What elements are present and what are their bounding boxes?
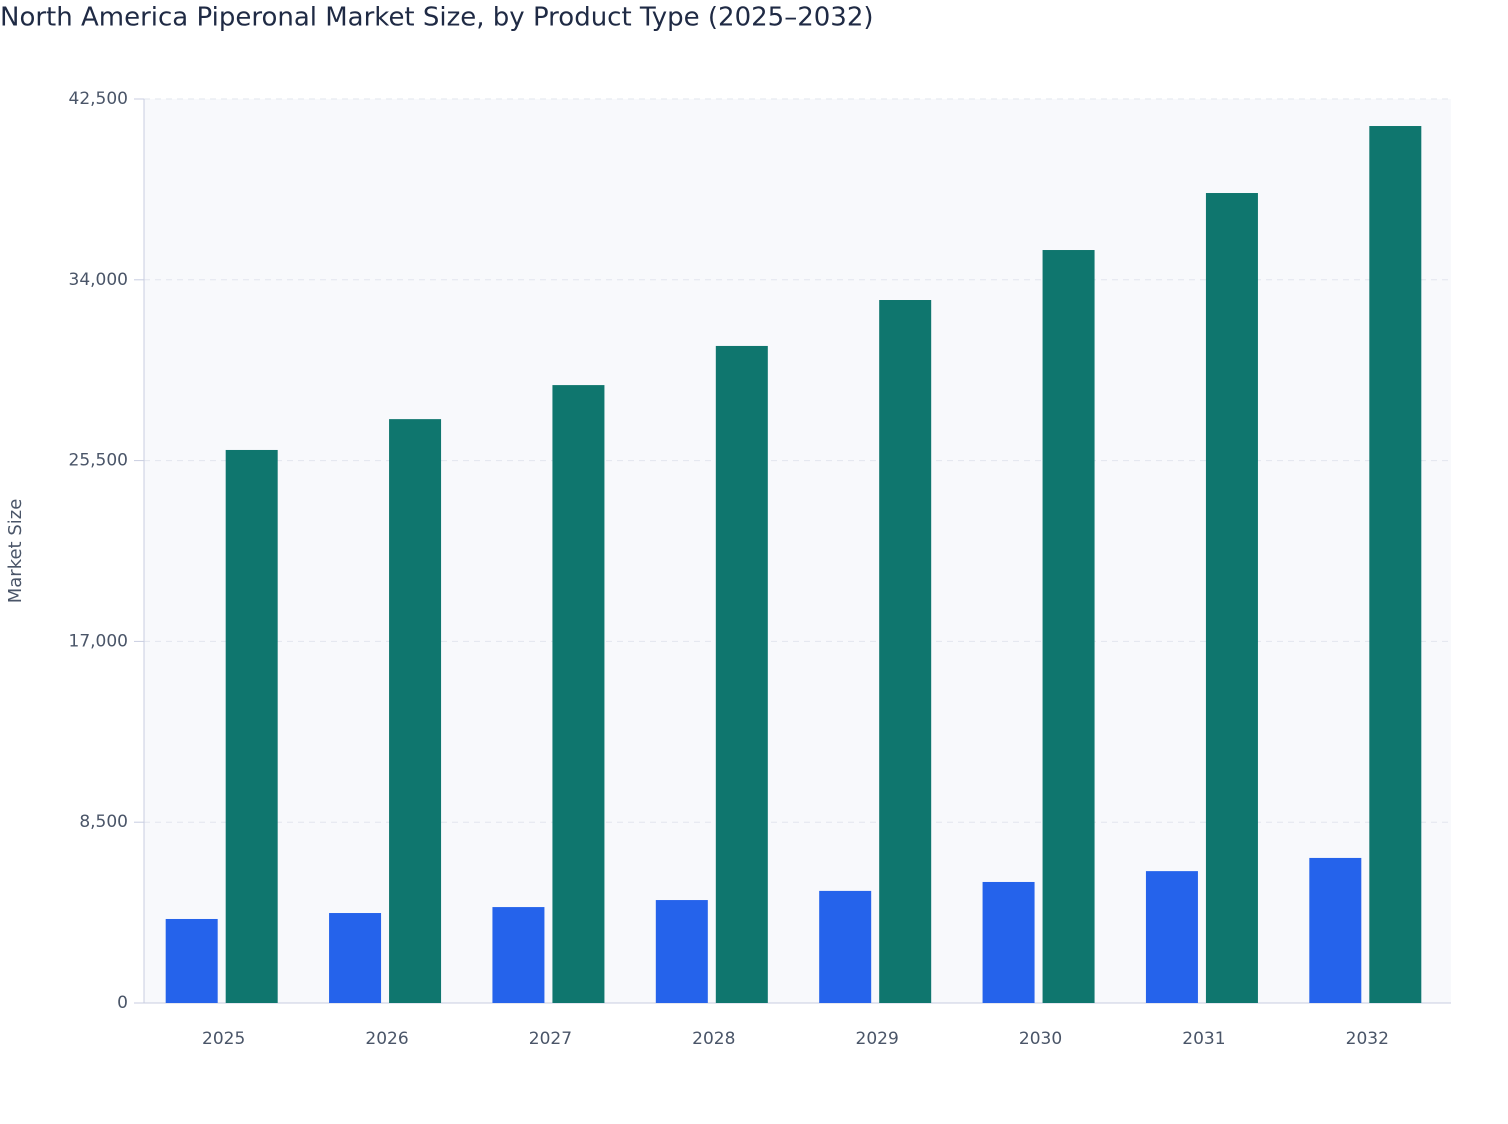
x-tick-label: 2026	[365, 1029, 408, 1049]
bar	[715, 345, 768, 1003]
x-tick-label: 2030	[1019, 1029, 1062, 1049]
bar	[389, 419, 442, 1004]
bar	[879, 300, 932, 1003]
bar	[982, 881, 1035, 1003]
y-tick-label: 0	[117, 993, 128, 1013]
bar	[492, 907, 545, 1003]
bar	[655, 900, 708, 1003]
bar	[165, 918, 218, 1003]
x-tick-label: 2025	[202, 1029, 245, 1049]
y-tick-label: 34,000	[69, 270, 128, 290]
x-tick-label: 2029	[856, 1029, 899, 1049]
bar	[819, 890, 872, 1003]
x-tick-label: 2028	[692, 1029, 735, 1049]
x-tick-label: 2027	[529, 1029, 572, 1049]
bar	[1205, 193, 1258, 1004]
bar	[1369, 126, 1422, 1003]
bar	[225, 449, 278, 1003]
y-axis-title: Market Size	[5, 499, 26, 604]
bar	[329, 913, 382, 1003]
chart-title: North America Piperonal Market Size, by …	[0, 3, 874, 33]
y-tick-label: 8,500	[79, 812, 128, 832]
y-tick-label: 25,500	[69, 451, 128, 471]
x-tick-label: 2032	[1346, 1029, 1389, 1049]
x-tick-label: 2031	[1182, 1029, 1225, 1049]
bar	[1145, 871, 1198, 1003]
y-tick-label: 17,000	[69, 631, 128, 651]
bar	[1042, 250, 1095, 1003]
bar	[552, 385, 605, 1003]
bar	[1309, 857, 1362, 1003]
y-tick-label: 42,500	[69, 89, 128, 109]
